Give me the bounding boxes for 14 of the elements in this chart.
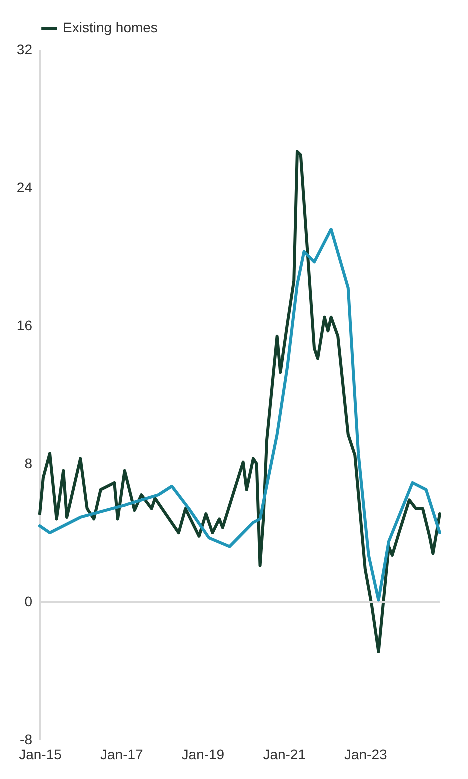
x-tick-label: Jan-15 bbox=[19, 746, 62, 762]
legend-label: Existing homes bbox=[63, 20, 158, 36]
y-tick-label: 0 bbox=[24, 594, 33, 610]
line-series bbox=[38, 150, 442, 654]
y-tick-label: 16 bbox=[16, 318, 33, 334]
x-tick-label: Jan-21 bbox=[263, 746, 306, 762]
y-tick-label: 32 bbox=[16, 42, 33, 58]
y-tick-label: 8 bbox=[24, 456, 33, 472]
x-tick-label: Jan-17 bbox=[100, 746, 144, 762]
line-series bbox=[38, 228, 442, 602]
x-tick-label: Jan-19 bbox=[182, 746, 225, 762]
y-tick-label: 24 bbox=[16, 180, 33, 196]
x-tick-label: Jan-23 bbox=[344, 746, 388, 762]
y-tick-label: -8 bbox=[20, 732, 33, 748]
